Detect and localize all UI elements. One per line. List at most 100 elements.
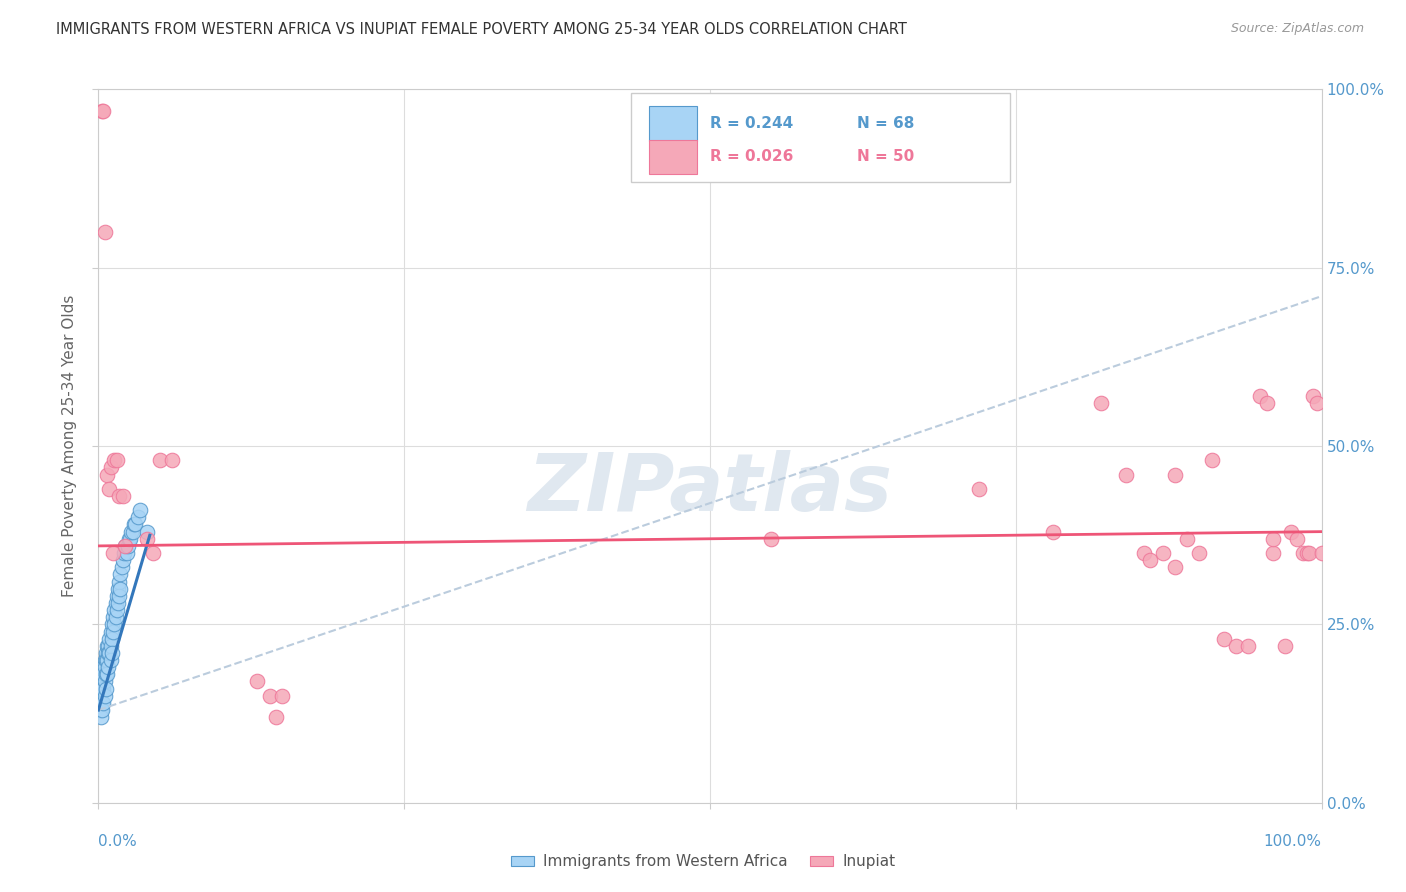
Point (100, 639, 122, 653)
Point (104, 610, 127, 624)
FancyBboxPatch shape (650, 106, 696, 141)
Point (108, 489, 131, 503)
FancyBboxPatch shape (650, 139, 696, 175)
Point (1261, 532, 1284, 546)
Text: N = 68: N = 68 (856, 116, 914, 131)
Point (111, 489, 134, 503)
Point (97, 646, 120, 660)
Point (90, 696, 112, 710)
Point (111, 553, 134, 567)
Point (1201, 453, 1223, 467)
Point (120, 524, 142, 539)
Point (1292, 546, 1315, 560)
Point (129, 503, 152, 517)
Point (122, 517, 145, 532)
Point (1296, 546, 1319, 560)
Point (103, 453, 125, 467)
Point (91, 696, 114, 710)
Point (124, 517, 146, 532)
Point (110, 582, 132, 596)
Point (967, 482, 990, 496)
Legend: Immigrants from Western Africa, Inupiat: Immigrants from Western Africa, Inupiat (505, 848, 901, 875)
Point (108, 589, 131, 603)
Text: IMMIGRANTS FROM WESTERN AFRICA VS INUPIAT FEMALE POVERTY AMONG 25-34 YEAR OLDS C: IMMIGRANTS FROM WESTERN AFRICA VS INUPIA… (56, 22, 907, 37)
Point (93, 225, 115, 239)
Point (118, 532, 141, 546)
Point (259, 689, 281, 703)
Point (91, 674, 114, 689)
Point (264, 710, 287, 724)
Point (96, 667, 118, 681)
Point (91, 696, 114, 710)
Point (89, 689, 111, 703)
Point (136, 532, 159, 546)
Point (93, 689, 115, 703)
Point (90, 710, 112, 724)
Point (1261, 546, 1284, 560)
Point (160, 453, 183, 467)
Point (91, 667, 114, 681)
Point (101, 624, 124, 639)
Point (98, 632, 121, 646)
Text: ZIPatlas: ZIPatlas (527, 450, 893, 528)
Point (93, 674, 115, 689)
Point (149, 453, 172, 467)
Text: Source: ZipAtlas.com: Source: ZipAtlas.com (1230, 22, 1364, 36)
Point (90, 703, 112, 717)
Point (90, 681, 112, 696)
Point (1133, 546, 1156, 560)
Point (1164, 467, 1187, 482)
Point (1298, 546, 1320, 560)
Point (96, 467, 118, 482)
Point (103, 617, 125, 632)
Point (100, 653, 122, 667)
Point (112, 546, 135, 560)
Y-axis label: Female Poverty Among 25-34 Year Olds: Female Poverty Among 25-34 Year Olds (62, 295, 77, 597)
Point (97, 660, 120, 674)
Point (98, 482, 121, 496)
Point (89, 681, 111, 696)
Point (120, 532, 142, 546)
Text: 100.0%: 100.0% (1264, 834, 1322, 849)
Point (107, 582, 129, 596)
Point (1090, 396, 1112, 410)
Point (1225, 639, 1247, 653)
Point (1237, 639, 1260, 653)
Point (91, 103, 114, 118)
Point (1302, 389, 1324, 403)
Point (98, 646, 121, 660)
Text: 0.0%: 0.0% (98, 834, 138, 849)
Point (104, 596, 127, 610)
Point (101, 646, 124, 660)
Point (105, 589, 128, 603)
Point (1310, 546, 1333, 560)
Point (136, 524, 159, 539)
Point (1164, 560, 1187, 574)
Point (1115, 467, 1137, 482)
Point (1274, 639, 1296, 653)
Point (91, 681, 114, 696)
Point (115, 546, 138, 560)
Point (1306, 396, 1329, 410)
Point (127, 510, 149, 524)
Point (121, 524, 143, 539)
Point (100, 624, 122, 639)
Point (94, 681, 117, 696)
Text: N = 50: N = 50 (856, 150, 914, 164)
Point (1256, 396, 1278, 410)
Point (1042, 524, 1064, 539)
Point (93, 660, 115, 674)
Point (96, 653, 118, 667)
Text: R = 0.026: R = 0.026 (710, 150, 793, 164)
Point (94, 646, 117, 660)
Point (97, 639, 120, 653)
Point (114, 539, 136, 553)
Point (91, 681, 114, 696)
Point (845, 103, 868, 118)
Point (1152, 546, 1174, 560)
Point (1139, 553, 1161, 567)
Point (89, 703, 111, 717)
Point (107, 596, 129, 610)
Point (101, 617, 124, 632)
Point (105, 453, 128, 467)
